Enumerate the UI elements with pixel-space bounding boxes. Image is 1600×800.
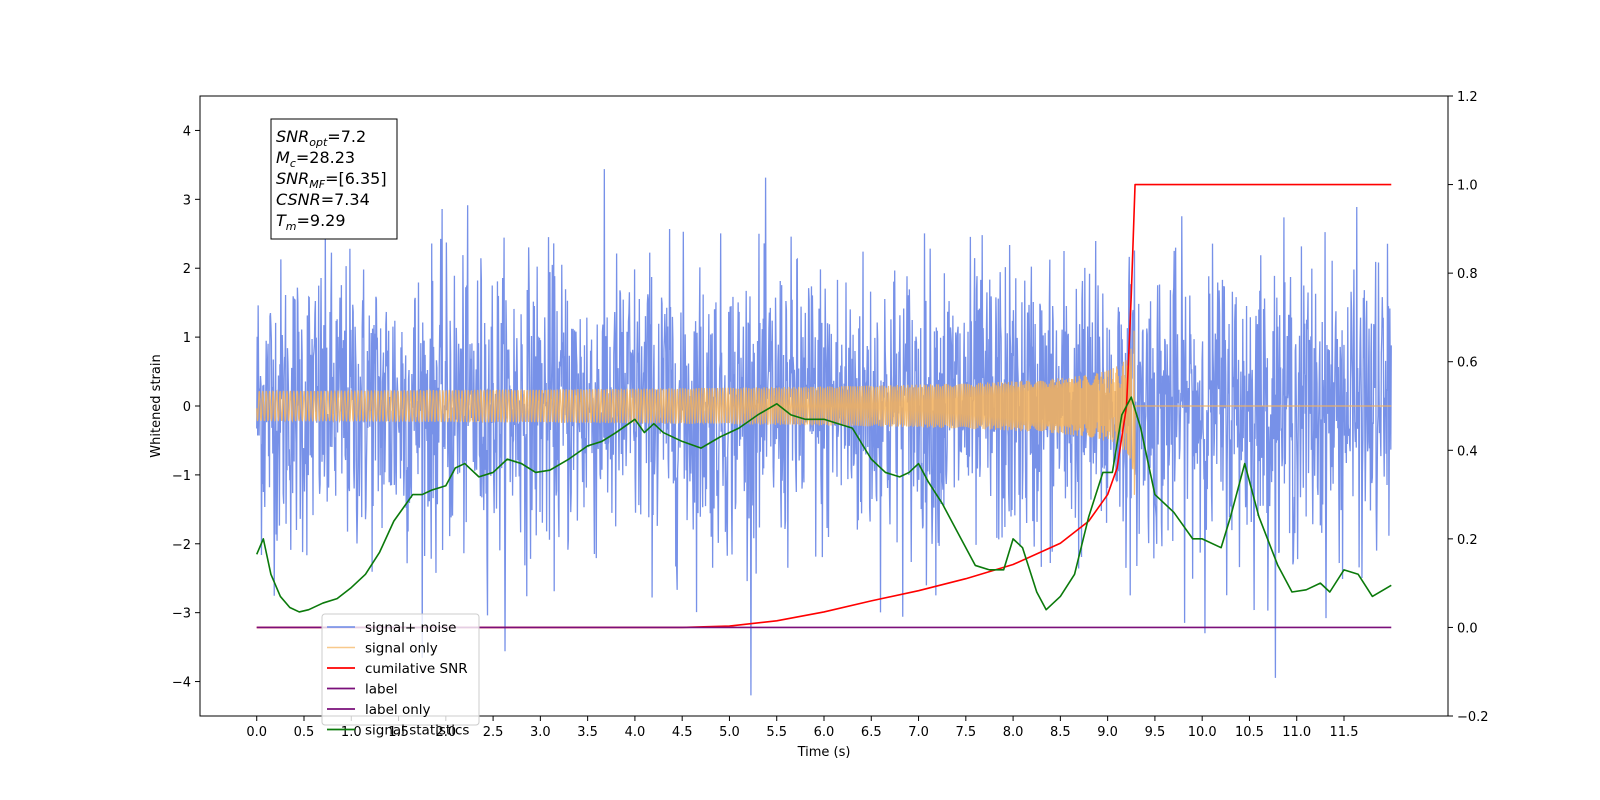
- annotation-frame: [270, 118, 398, 240]
- x-tick-label: 4.5: [672, 725, 693, 740]
- x-tick-label: 3.0: [530, 725, 551, 740]
- x-tick-label: 2.0: [435, 725, 456, 740]
- series-line-signal-statistics: [255, 396, 1392, 613]
- annotation-line: CSNR=7.34: [276, 190, 370, 209]
- x-tick-label: 1.5: [388, 725, 409, 740]
- y-left-tick-label: 1: [183, 331, 191, 346]
- annotation-line: Mc=28.23: [276, 148, 355, 170]
- x-tick-label: 4.0: [625, 725, 646, 740]
- y-right-tick-label: 0.8: [1457, 267, 1478, 282]
- legend-label: signal only: [365, 641, 438, 657]
- annotation-line: SNRopt=7.2: [276, 127, 366, 149]
- legend-frame: [321, 613, 480, 726]
- y-left-tick-label: −3: [172, 607, 191, 622]
- x-tick-label: 11.0: [1282, 725, 1311, 740]
- x-tick-label: 8.0: [1003, 725, 1024, 740]
- x-tick-label: 8.5: [1050, 725, 1071, 740]
- y-axis-right: −0.2 0.0 0.2 0.4 0.6 0.8 1.0 1.2: [1448, 90, 1489, 725]
- x-tick-label: 5.0: [719, 725, 740, 740]
- x-tick-label: 2.5: [483, 725, 504, 740]
- y-right-tick-label: −0.2: [1457, 710, 1489, 725]
- y-right-tick-label: 1.2: [1457, 90, 1478, 105]
- x-tick-label: 3.5: [577, 725, 598, 740]
- x-tick-label: 6.5: [861, 725, 882, 740]
- series-line-cumulative-snr: [256, 183, 1392, 629]
- y-left-tick-label: −1: [172, 469, 191, 484]
- legend: signal+ noise signal only cumilative SNR la…: [321, 613, 480, 739]
- x-tick-label: 11.5: [1330, 725, 1359, 740]
- annotation-line: SNRMF=[6.35]: [276, 169, 387, 191]
- legend-label: cumilative SNR: [365, 661, 468, 677]
- legend-label: signal statistics: [365, 723, 469, 739]
- y-right-tick-label: 0.0: [1457, 621, 1478, 636]
- y-left-tick-label: −4: [172, 676, 191, 691]
- y-left-tick-label: 4: [183, 124, 191, 139]
- y-right-tick-label: 1.0: [1457, 179, 1478, 194]
- series-line-signal-only: [256, 330, 1392, 495]
- x-tick-label: 10.5: [1235, 725, 1264, 740]
- x-tick-label: 6.0: [814, 725, 835, 740]
- x-tick-label: 10.0: [1188, 725, 1217, 740]
- y-axis-label: Whitened strain: [149, 354, 164, 457]
- legend-label: signal+ noise: [365, 620, 456, 636]
- x-tick-label: 0.0: [246, 725, 267, 740]
- x-tick-label: 9.0: [1097, 725, 1118, 740]
- y-axis-left: −4 −3 −2 −1 0 1 2 3 4: [172, 124, 200, 691]
- y-right-tick-label: 0.4: [1457, 444, 1478, 459]
- x-tick-label: 9.5: [1145, 725, 1166, 740]
- x-tick-label: 1.0: [341, 725, 362, 740]
- x-tick-label: 5.5: [766, 725, 787, 740]
- annotation-line: Tm=9.29: [276, 211, 346, 233]
- y-left-tick-label: 0: [183, 400, 191, 415]
- y-left-tick-label: −2: [172, 538, 191, 553]
- x-tick-label: 7.5: [955, 725, 976, 740]
- y-right-tick-label: 0.6: [1457, 356, 1478, 371]
- legend-label: label: [365, 682, 398, 698]
- legend-label: label only: [365, 702, 431, 718]
- x-axis-label: Time (s): [797, 745, 851, 760]
- y-left-tick-label: 2: [183, 262, 191, 277]
- y-left-tick-label: 3: [183, 193, 191, 208]
- x-tick-label: 0.5: [294, 725, 315, 740]
- x-tick-label: 7.0: [908, 725, 929, 740]
- x-axis: 0.0 0.5 1.0 1.5 2.0 2.5 3.0 3.5 4.0 4.5 5.0 5.5 6.0 6…: [246, 716, 1358, 740]
- y-right-tick-label: 0.2: [1457, 533, 1478, 548]
